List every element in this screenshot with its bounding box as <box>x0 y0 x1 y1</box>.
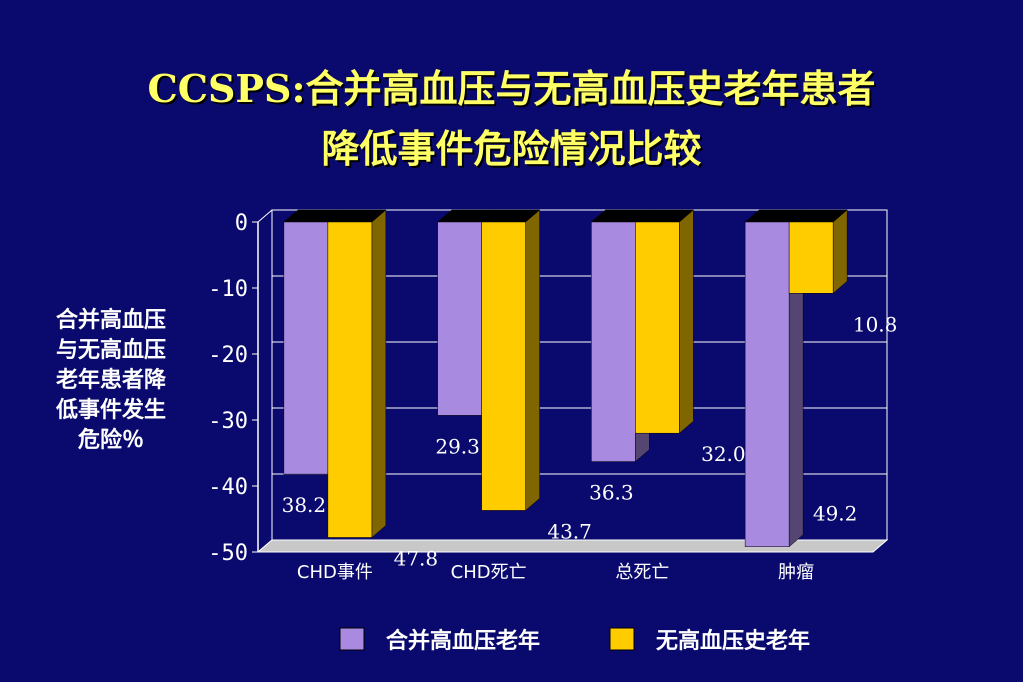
legend-swatch <box>339 627 365 651</box>
y-axis-label-line: 与无高血压 <box>55 338 166 363</box>
data-label: 32.0 <box>701 442 746 466</box>
bar <box>437 221 482 416</box>
data-label: 47.8 <box>394 546 439 570</box>
legend-label: 无高血压史老年 <box>656 628 810 654</box>
bar <box>481 221 526 511</box>
y-axis-label-line: 老年患者降 <box>55 368 166 393</box>
bar-side <box>679 209 694 434</box>
y-axis-label-line: 危险％ <box>77 428 144 453</box>
bar <box>635 221 680 434</box>
bar <box>283 221 329 475</box>
y-tick-label: -30 <box>208 409 248 434</box>
y-tick-label: -50 <box>208 541 248 566</box>
axis-depth-edge <box>257 209 273 223</box>
y-tick-label: 0 <box>235 211 248 236</box>
y-tick-label: -40 <box>208 475 248 500</box>
bar <box>788 221 834 294</box>
data-label: 43.7 <box>547 519 592 543</box>
x-tick-label: 肿瘤 <box>778 562 814 583</box>
legend-swatch <box>609 627 635 651</box>
y-axis-label-line: 低事件发生 <box>55 398 166 423</box>
data-label: 29.3 <box>435 434 480 458</box>
bar-side <box>525 209 540 511</box>
data-label: 10.8 <box>853 312 898 336</box>
chart-floor <box>256 539 889 553</box>
chart-title-line-1: CCSPS:合并高血压与无高血压史老年患者 <box>147 66 876 111</box>
y-axis-label: 合并高血压 与无高血压 老年患者降 低事件发生 危险％ <box>22 306 200 456</box>
y-tick-label: -10 <box>208 277 248 302</box>
data-label: 36.3 <box>589 481 634 505</box>
y-tick-label: -20 <box>208 343 248 368</box>
x-tick-label: 总死亡 <box>615 562 669 583</box>
bar <box>327 221 373 538</box>
chart-title-line-2: 降低事件危险情况比较 <box>321 126 702 171</box>
bar <box>744 221 790 547</box>
legend-label: 合并高血压老年 <box>386 628 540 654</box>
x-tick-label: CHD事件 <box>297 562 373 583</box>
x-tick-label: CHD死亡 <box>451 562 527 583</box>
data-label: 38.2 <box>282 493 327 517</box>
data-label: 49.2 <box>813 502 858 526</box>
bar-side <box>832 209 848 294</box>
bar <box>591 221 636 462</box>
y-axis-label-line: 合并高血压 <box>55 308 166 333</box>
bar-side <box>371 209 387 539</box>
